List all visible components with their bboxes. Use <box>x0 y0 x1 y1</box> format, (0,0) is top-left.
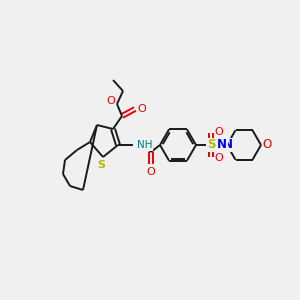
Text: O: O <box>262 139 272 152</box>
Text: S: S <box>97 160 105 170</box>
Text: O: O <box>138 104 146 114</box>
Text: N: N <box>223 139 233 152</box>
Text: O: O <box>214 127 224 137</box>
Text: S: S <box>207 139 215 152</box>
Text: O: O <box>147 167 155 177</box>
Text: O: O <box>214 153 224 163</box>
Text: O: O <box>106 96 116 106</box>
Text: N: N <box>217 139 227 152</box>
Text: NH: NH <box>137 140 152 150</box>
